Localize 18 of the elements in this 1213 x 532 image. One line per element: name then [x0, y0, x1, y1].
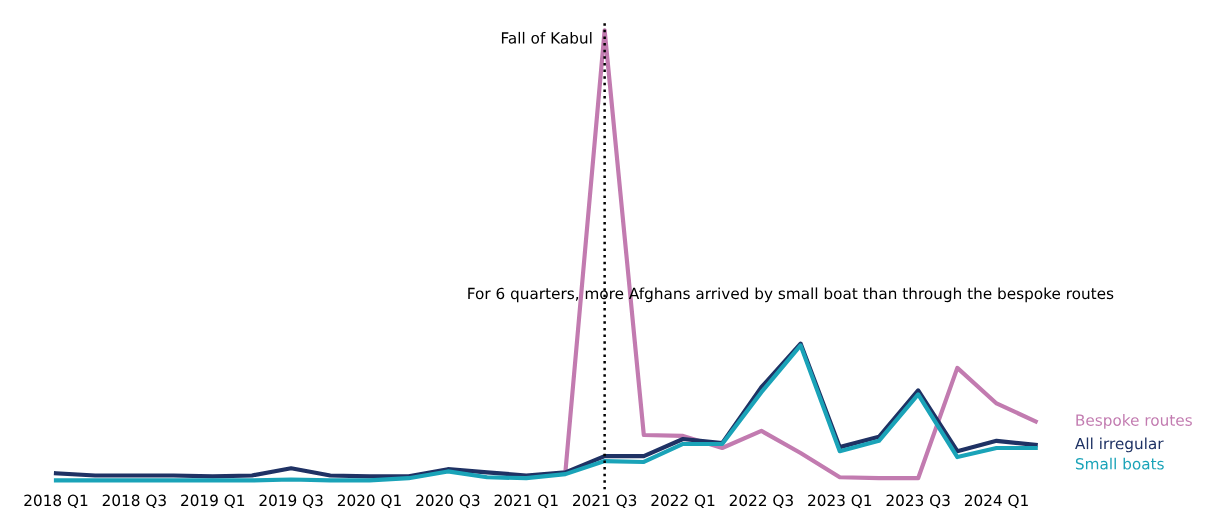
- x-tick-label: 2018 Q1: [24, 494, 88, 508]
- x-tick-label: 2021 Q3: [573, 494, 637, 508]
- x-tick-label: 2024 Q1: [964, 494, 1028, 508]
- x-tick-label: 2020 Q3: [416, 494, 480, 508]
- x-tick-label: 2022 Q1: [651, 494, 715, 508]
- x-tick-label: 2018 Q3: [102, 494, 166, 508]
- ref-line-label: Fall of Kabul: [501, 31, 592, 44]
- x-tick-label: 2019 Q1: [181, 494, 245, 508]
- text: Bespoke routes: [1076, 414, 1192, 429]
- x-tick-label: 2019 Q3: [259, 494, 323, 508]
- x-tick-label: 2022 Q3: [729, 494, 793, 508]
- annotation: For 6 quarters, more Afghans arrived by small boat than through the bespoke routes: [468, 287, 1114, 303]
- x-tick-label: 2021 Q1: [494, 494, 558, 508]
- text: Small boats: [1075, 457, 1164, 470]
- x-tick-label: 2020 Q1: [337, 494, 401, 508]
- x-tick-label: 2023 Q1: [808, 494, 872, 508]
- x-tick-label: 2023 Q3: [886, 494, 950, 508]
- text: All irregular: [1075, 437, 1164, 453]
